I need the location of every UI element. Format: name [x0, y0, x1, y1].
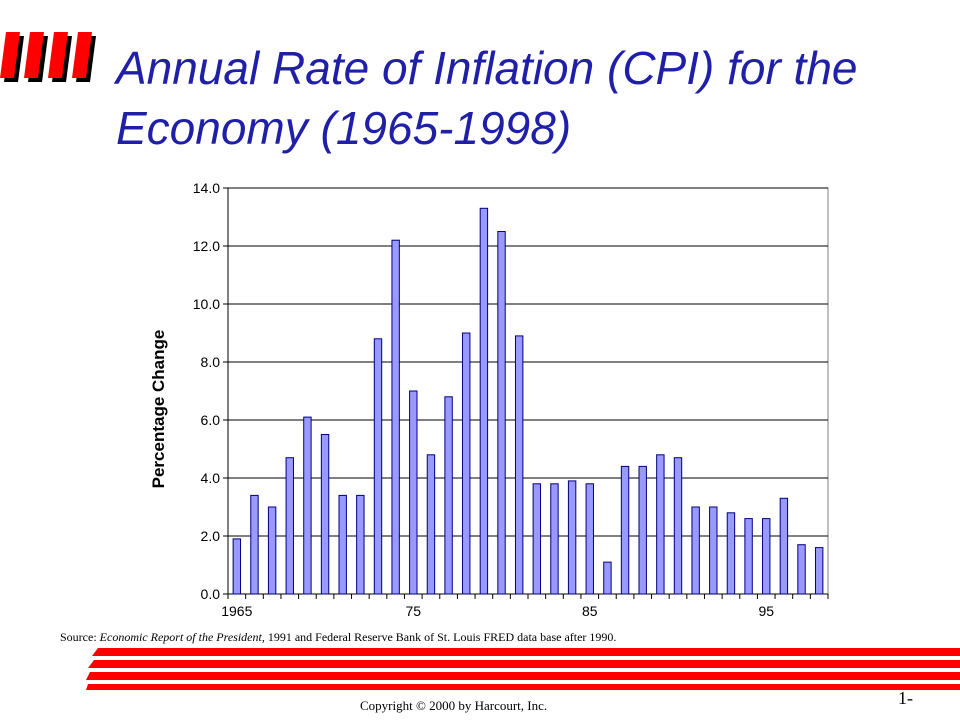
bar-1966 [250, 494, 259, 595]
bar-1979 [479, 207, 489, 595]
bar-1983 [550, 483, 559, 595]
inflation-bar-chart: 0.0 2.0 4.0 6.0 8.0 10.0 12.0 14.0 1965 75 85 95 Per… [140, 170, 840, 630]
logo-bars [0, 32, 92, 78]
bar-1968 [285, 457, 294, 595]
bar-1986 [603, 561, 612, 595]
bar-1991 [691, 506, 700, 595]
red-bars-logo [0, 32, 96, 82]
y-tick-label: 0.0 [201, 586, 221, 602]
bar-1993 [726, 512, 736, 595]
footer-red-stripes [86, 648, 960, 690]
x-tick-label: 75 [406, 603, 422, 619]
bar-1974 [391, 239, 400, 595]
bar-1988 [638, 465, 647, 595]
x-tick-label: 95 [758, 603, 774, 619]
x-tick-label: 85 [582, 603, 598, 619]
bar-1971 [338, 494, 347, 595]
bar-1976 [426, 454, 436, 595]
bar-1992 [709, 506, 718, 595]
bar-1969 [303, 416, 312, 595]
bar-1981 [514, 335, 524, 595]
bar-1978 [462, 332, 471, 595]
y-tick-label: 8.0 [201, 354, 221, 370]
bar-1972 [356, 494, 365, 595]
chart-svg: 0.0 2.0 4.0 6.0 8.0 10.0 12.0 14.0 1965 75 85 95 Per… [149, 180, 829, 619]
y-tick-label: 4.0 [201, 470, 221, 486]
bar-1965 [232, 538, 242, 595]
bar-1973 [373, 338, 383, 595]
source-rest: 1991 and Federal Reserve Bank of St. Lou… [264, 630, 617, 644]
bar-1977 [444, 396, 453, 595]
y-axis-label: Percentage Change [149, 330, 168, 489]
bar-1970 [320, 434, 330, 595]
bar-1980 [497, 231, 506, 595]
plot-area [227, 187, 829, 595]
bar-1984 [567, 480, 577, 595]
bar-1975 [409, 390, 418, 595]
bar-1982 [532, 483, 542, 595]
source-title: Economic Report of the President, [99, 630, 265, 644]
y-tick-label: 12.0 [193, 238, 220, 254]
bar-1985 [585, 483, 594, 595]
bar-1994 [744, 518, 753, 595]
bar-1998 [814, 547, 824, 595]
bar-1995 [762, 518, 771, 595]
y-tick-label: 10.0 [193, 296, 220, 312]
bar-1996 [779, 497, 789, 595]
bar-1997 [797, 544, 806, 595]
bar-1967 [267, 506, 277, 595]
y-tick-label: 2.0 [201, 528, 221, 544]
bar-1990 [673, 457, 683, 595]
slide-title: Annual Rate of Inflation (CPI) for the E… [116, 42, 858, 154]
y-tick-label: 14.0 [193, 180, 220, 196]
bar-1987 [620, 465, 630, 595]
page-number: 1- [898, 688, 913, 708]
bar-1989 [656, 454, 665, 595]
source-note: Source: Economic Report of the President… [60, 630, 940, 645]
x-tick-label: 1965 [221, 603, 252, 619]
y-tick-label: 6.0 [201, 412, 221, 428]
copyright-text: Copyright © 2000 by Harcourt, Inc. [360, 698, 548, 713]
source-prefix: Source: [60, 630, 100, 644]
